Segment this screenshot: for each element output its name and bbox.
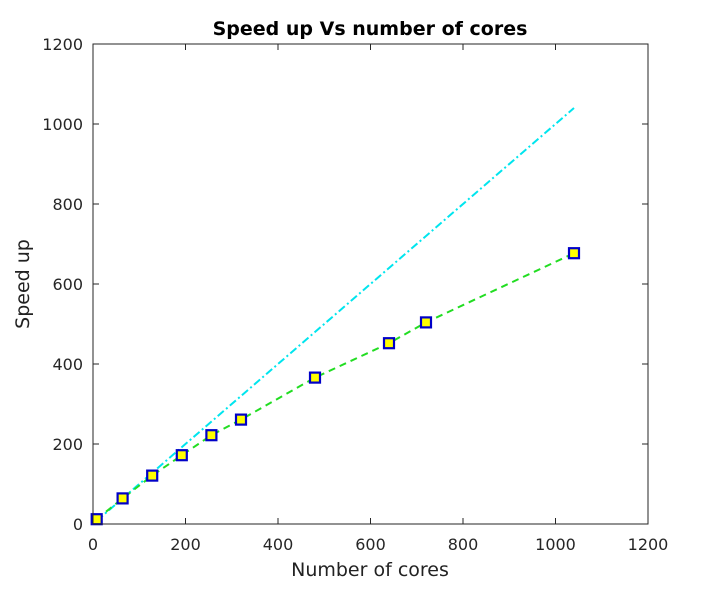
data-point-marker xyxy=(382,337,396,350)
x-axis-label: Number of cores xyxy=(291,559,449,581)
data-point-marker xyxy=(205,429,218,442)
y-tick-label: 600 xyxy=(52,275,83,294)
x-tick-label: 1000 xyxy=(535,535,576,554)
y-tick-label: 200 xyxy=(52,435,83,454)
measured-speedup-line xyxy=(96,252,575,520)
x-tick-label: 0 xyxy=(88,535,98,554)
data-point-marker xyxy=(567,247,581,260)
data-markers xyxy=(90,247,581,526)
data-point-marker xyxy=(146,469,159,482)
x-tick-label: 600 xyxy=(355,535,386,554)
data-point-marker xyxy=(175,449,188,462)
data-point-marker xyxy=(308,371,322,384)
series-lines xyxy=(96,107,575,522)
data-point-marker xyxy=(234,413,248,426)
y-axis-label: Speed up xyxy=(12,239,34,329)
chart-title: Speed up Vs number of cores xyxy=(213,18,528,40)
x-tick-label: 800 xyxy=(448,535,479,554)
y-tick-label: 0 xyxy=(73,515,83,534)
y-tick-label: 1000 xyxy=(42,115,83,134)
tick-labels: 0 200 400 600 800 1000 1200 0 200 400 600 800 1000 12… xyxy=(42,35,668,554)
data-point-marker xyxy=(419,316,433,329)
x-tick-label: 400 xyxy=(263,535,294,554)
plot-frame xyxy=(92,43,649,525)
ideal-speedup-line xyxy=(96,107,575,522)
data-point-marker xyxy=(116,492,129,505)
x-tick-label: 1200 xyxy=(628,535,669,554)
y-tick-label: 1200 xyxy=(42,35,83,54)
y-tick-label: 400 xyxy=(52,355,83,374)
x-tick-label: 200 xyxy=(170,535,201,554)
y-tick-label: 800 xyxy=(52,195,83,214)
